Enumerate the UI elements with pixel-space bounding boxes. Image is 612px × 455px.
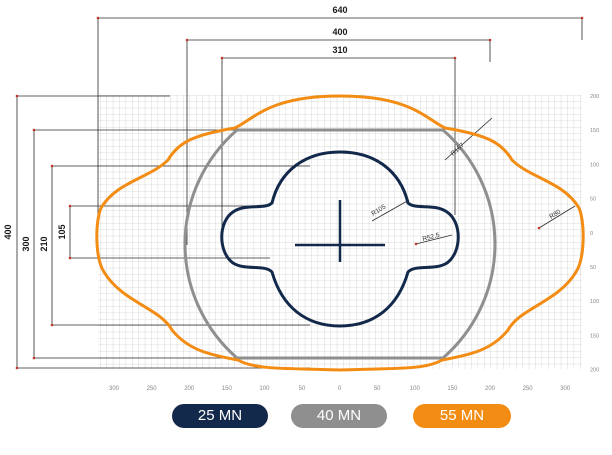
y-tick-label: 200: [590, 368, 599, 374]
dimension-end-marks: [15, 16, 584, 370]
legend-55mn-badge: 55 MN: [413, 404, 511, 428]
x-tick-label: 300: [560, 386, 571, 392]
legend-25mn-badge: 25 MN: [172, 404, 268, 428]
y-tick-label: 50: [590, 197, 596, 203]
platen-25mn: [220, 150, 460, 328]
y-tick-label: 200: [590, 94, 599, 100]
height-400-label: 400: [3, 224, 13, 239]
y-tick-label: 100: [590, 162, 599, 168]
radius-label-r52-5: R52.5: [422, 232, 441, 243]
x-axis-ticks: 300 250 200 150 100 50 0 50 100 150 200 250 300: [109, 386, 571, 392]
legend-40mn-badge: 40 MN: [291, 404, 387, 428]
x-tick-label: 100: [259, 386, 270, 392]
y-tick-label: 50: [590, 265, 596, 271]
x-tick-label: 250: [147, 386, 158, 392]
x-tick-label: 300: [109, 386, 120, 392]
y-tick-label: 150: [590, 128, 599, 134]
x-tick-label: 150: [447, 386, 458, 392]
x-tick-label: 0: [338, 386, 342, 392]
x-tick-label: 150: [222, 386, 233, 392]
x-tick-label: 250: [523, 386, 534, 392]
platen-55mn: [95, 94, 585, 372]
platen-40mn: [183, 128, 497, 360]
center-cross: [295, 200, 385, 262]
y-tick-label: 0: [590, 231, 593, 237]
x-tick-label: 200: [184, 386, 195, 392]
width-640-label: 640: [332, 5, 347, 15]
x-tick-label: 50: [374, 386, 381, 392]
y-tick-label: 100: [590, 299, 599, 305]
x-tick-label: 200: [485, 386, 496, 392]
height-105-label: 105: [57, 224, 67, 239]
x-tick-label: 50: [299, 386, 306, 392]
width-310-label: 310: [332, 45, 347, 55]
dimension-lines: [16, 17, 583, 369]
width-400-label: 400: [332, 27, 347, 37]
height-300-label: 300: [21, 236, 31, 251]
x-tick-label: 100: [410, 386, 421, 392]
y-axis-ticks: 200 150 100 50 0 50 100 150 200: [590, 94, 599, 374]
y-tick-label: 150: [590, 333, 599, 339]
height-210-label: 210: [39, 236, 49, 251]
